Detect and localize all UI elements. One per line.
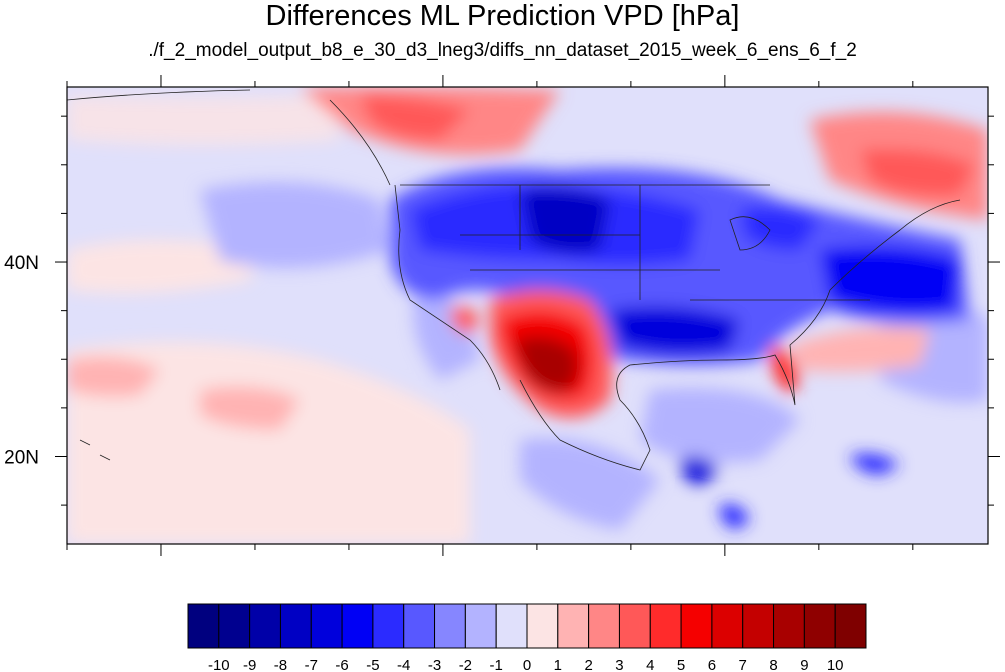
- colorbar-swatch: [495, 603, 528, 649]
- colorbar-swatch: [310, 603, 343, 649]
- colorbar-swatch: [372, 603, 405, 649]
- colorbar-swatch: [680, 603, 713, 649]
- colorbar-label: 4: [646, 657, 654, 672]
- colorbar-swatch: [773, 603, 805, 649]
- y-tick-label: 40N: [4, 253, 39, 274]
- colorbar-swatch: [742, 603, 775, 649]
- y-tick-label: 20N: [4, 447, 39, 468]
- axis-ticks: [55, 75, 1000, 556]
- colorbar-label: 7: [739, 657, 747, 672]
- colorbar-swatch: [618, 603, 651, 649]
- colorbar-swatch: [526, 603, 559, 649]
- colorbar-label: -10: [208, 657, 230, 672]
- colorbar-swatch: [464, 603, 497, 649]
- colorbar-swatch: [803, 603, 836, 649]
- colorbar-label: 5: [677, 657, 685, 672]
- colorbar-label: 10: [827, 657, 844, 672]
- map-frame: [66, 86, 989, 545]
- colorbar-swatch: [434, 603, 466, 649]
- colorbar-swatch: [711, 603, 744, 649]
- colorbar-label: -8: [274, 657, 287, 672]
- colorbar-swatch: [557, 603, 590, 649]
- colorbar-label: -3: [428, 657, 441, 672]
- axis-tick-labels: 150W120W90W40N20N: [4, 253, 39, 468]
- colorbar-label: -9: [243, 657, 256, 672]
- colorbar-swatch: [341, 603, 374, 649]
- vpd-difference-map: 150W120W90W40N20N: [4, 75, 1000, 556]
- colorbar-swatch: [834, 603, 867, 649]
- colorbar-label: 1: [554, 657, 562, 672]
- colorbar-swatch: [279, 603, 312, 649]
- colorbar-label: -1: [490, 657, 503, 672]
- colorbar-swatch: [588, 603, 620, 649]
- colorbar-label: 0: [523, 657, 531, 672]
- colorbar-swatch: [187, 603, 220, 649]
- map-title: Differences ML Prediction VPD [hPa]: [265, 0, 740, 32]
- colorbar-label: -2: [459, 657, 472, 672]
- map-field: [67, 87, 988, 544]
- colorbar-label: 8: [769, 657, 777, 672]
- colorbar-label: 9: [800, 657, 808, 672]
- colorbar-swatch: [218, 603, 251, 649]
- colorbar-swatch: [649, 603, 682, 649]
- colorbar-swatch: [403, 603, 436, 649]
- colorbar-label: -6: [335, 657, 348, 672]
- coastlines: [67, 89, 961, 471]
- colorbar-label: 3: [615, 657, 623, 672]
- colorbar-label: 2: [584, 657, 592, 672]
- colorbar-label: -7: [305, 657, 318, 672]
- colorbar-label: 6: [708, 657, 716, 672]
- colorbar-swatch: [249, 603, 281, 649]
- colorbar-label: -5: [366, 657, 379, 672]
- map-subtitle: ./f_2_model_output_b8_e_30_d3_lneg3/diff…: [148, 40, 857, 61]
- colorbar-label: -4: [397, 657, 410, 672]
